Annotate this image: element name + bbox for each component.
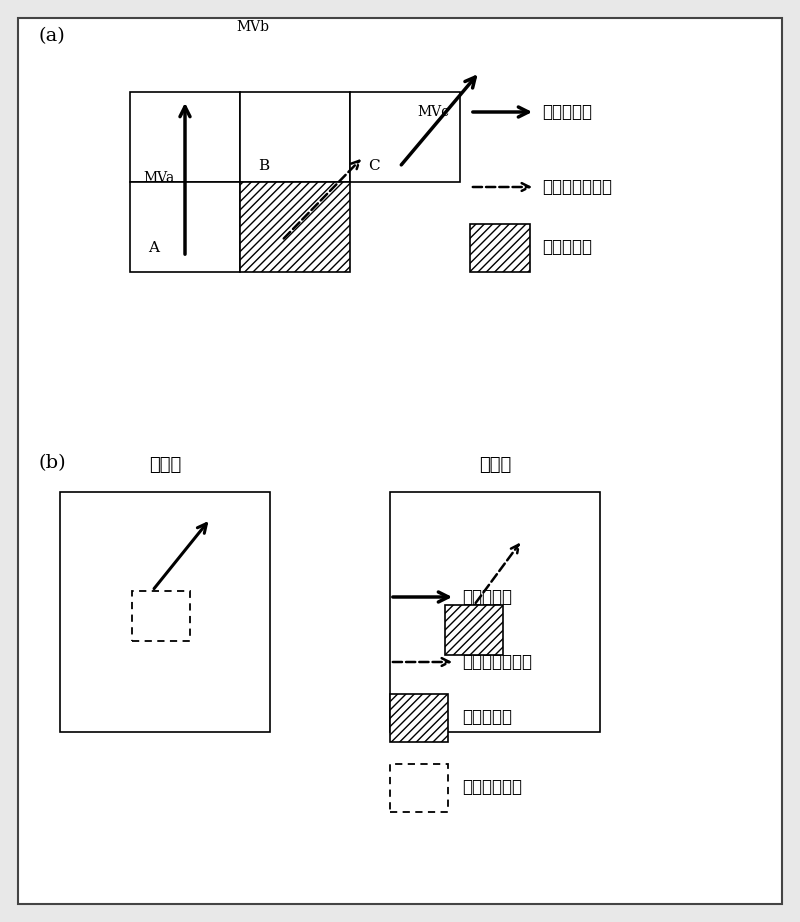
Bar [240, 182, 350, 272]
Text: ：预测运动矢量: ：预测运动矢量 [462, 653, 532, 671]
Bar [130, 182, 240, 272]
Text: MVa: MVa [143, 171, 174, 185]
Text: ：运动矢量: ：运动矢量 [542, 103, 592, 121]
Text: B: B [258, 159, 269, 173]
Bar [132, 591, 190, 641]
Text: ：对象分区: ：对象分区 [542, 238, 592, 256]
Bar [390, 492, 600, 732]
Bar [390, 694, 448, 742]
Bar [240, 92, 350, 182]
Text: C: C [368, 159, 380, 173]
Bar [445, 605, 503, 656]
Text: MVb: MVb [236, 20, 269, 34]
Bar [350, 92, 460, 182]
Text: ：对象分区: ：对象分区 [462, 708, 512, 726]
Text: (a): (a) [38, 27, 65, 45]
Bar [390, 764, 448, 812]
Text: A: A [148, 241, 159, 255]
Text: 参照帧: 参照帧 [149, 456, 181, 474]
Text: ：预测运动矢量: ：预测运动矢量 [542, 178, 612, 196]
Text: 对象帧: 对象帧 [479, 456, 511, 474]
Text: ：同位置分区: ：同位置分区 [462, 778, 522, 796]
Bar [60, 492, 270, 732]
Text: MVc: MVc [418, 105, 450, 119]
Text: ：运动矢量: ：运动矢量 [462, 588, 512, 606]
Bar [130, 92, 240, 182]
Text: (b): (b) [38, 454, 66, 472]
Bar [470, 224, 530, 272]
